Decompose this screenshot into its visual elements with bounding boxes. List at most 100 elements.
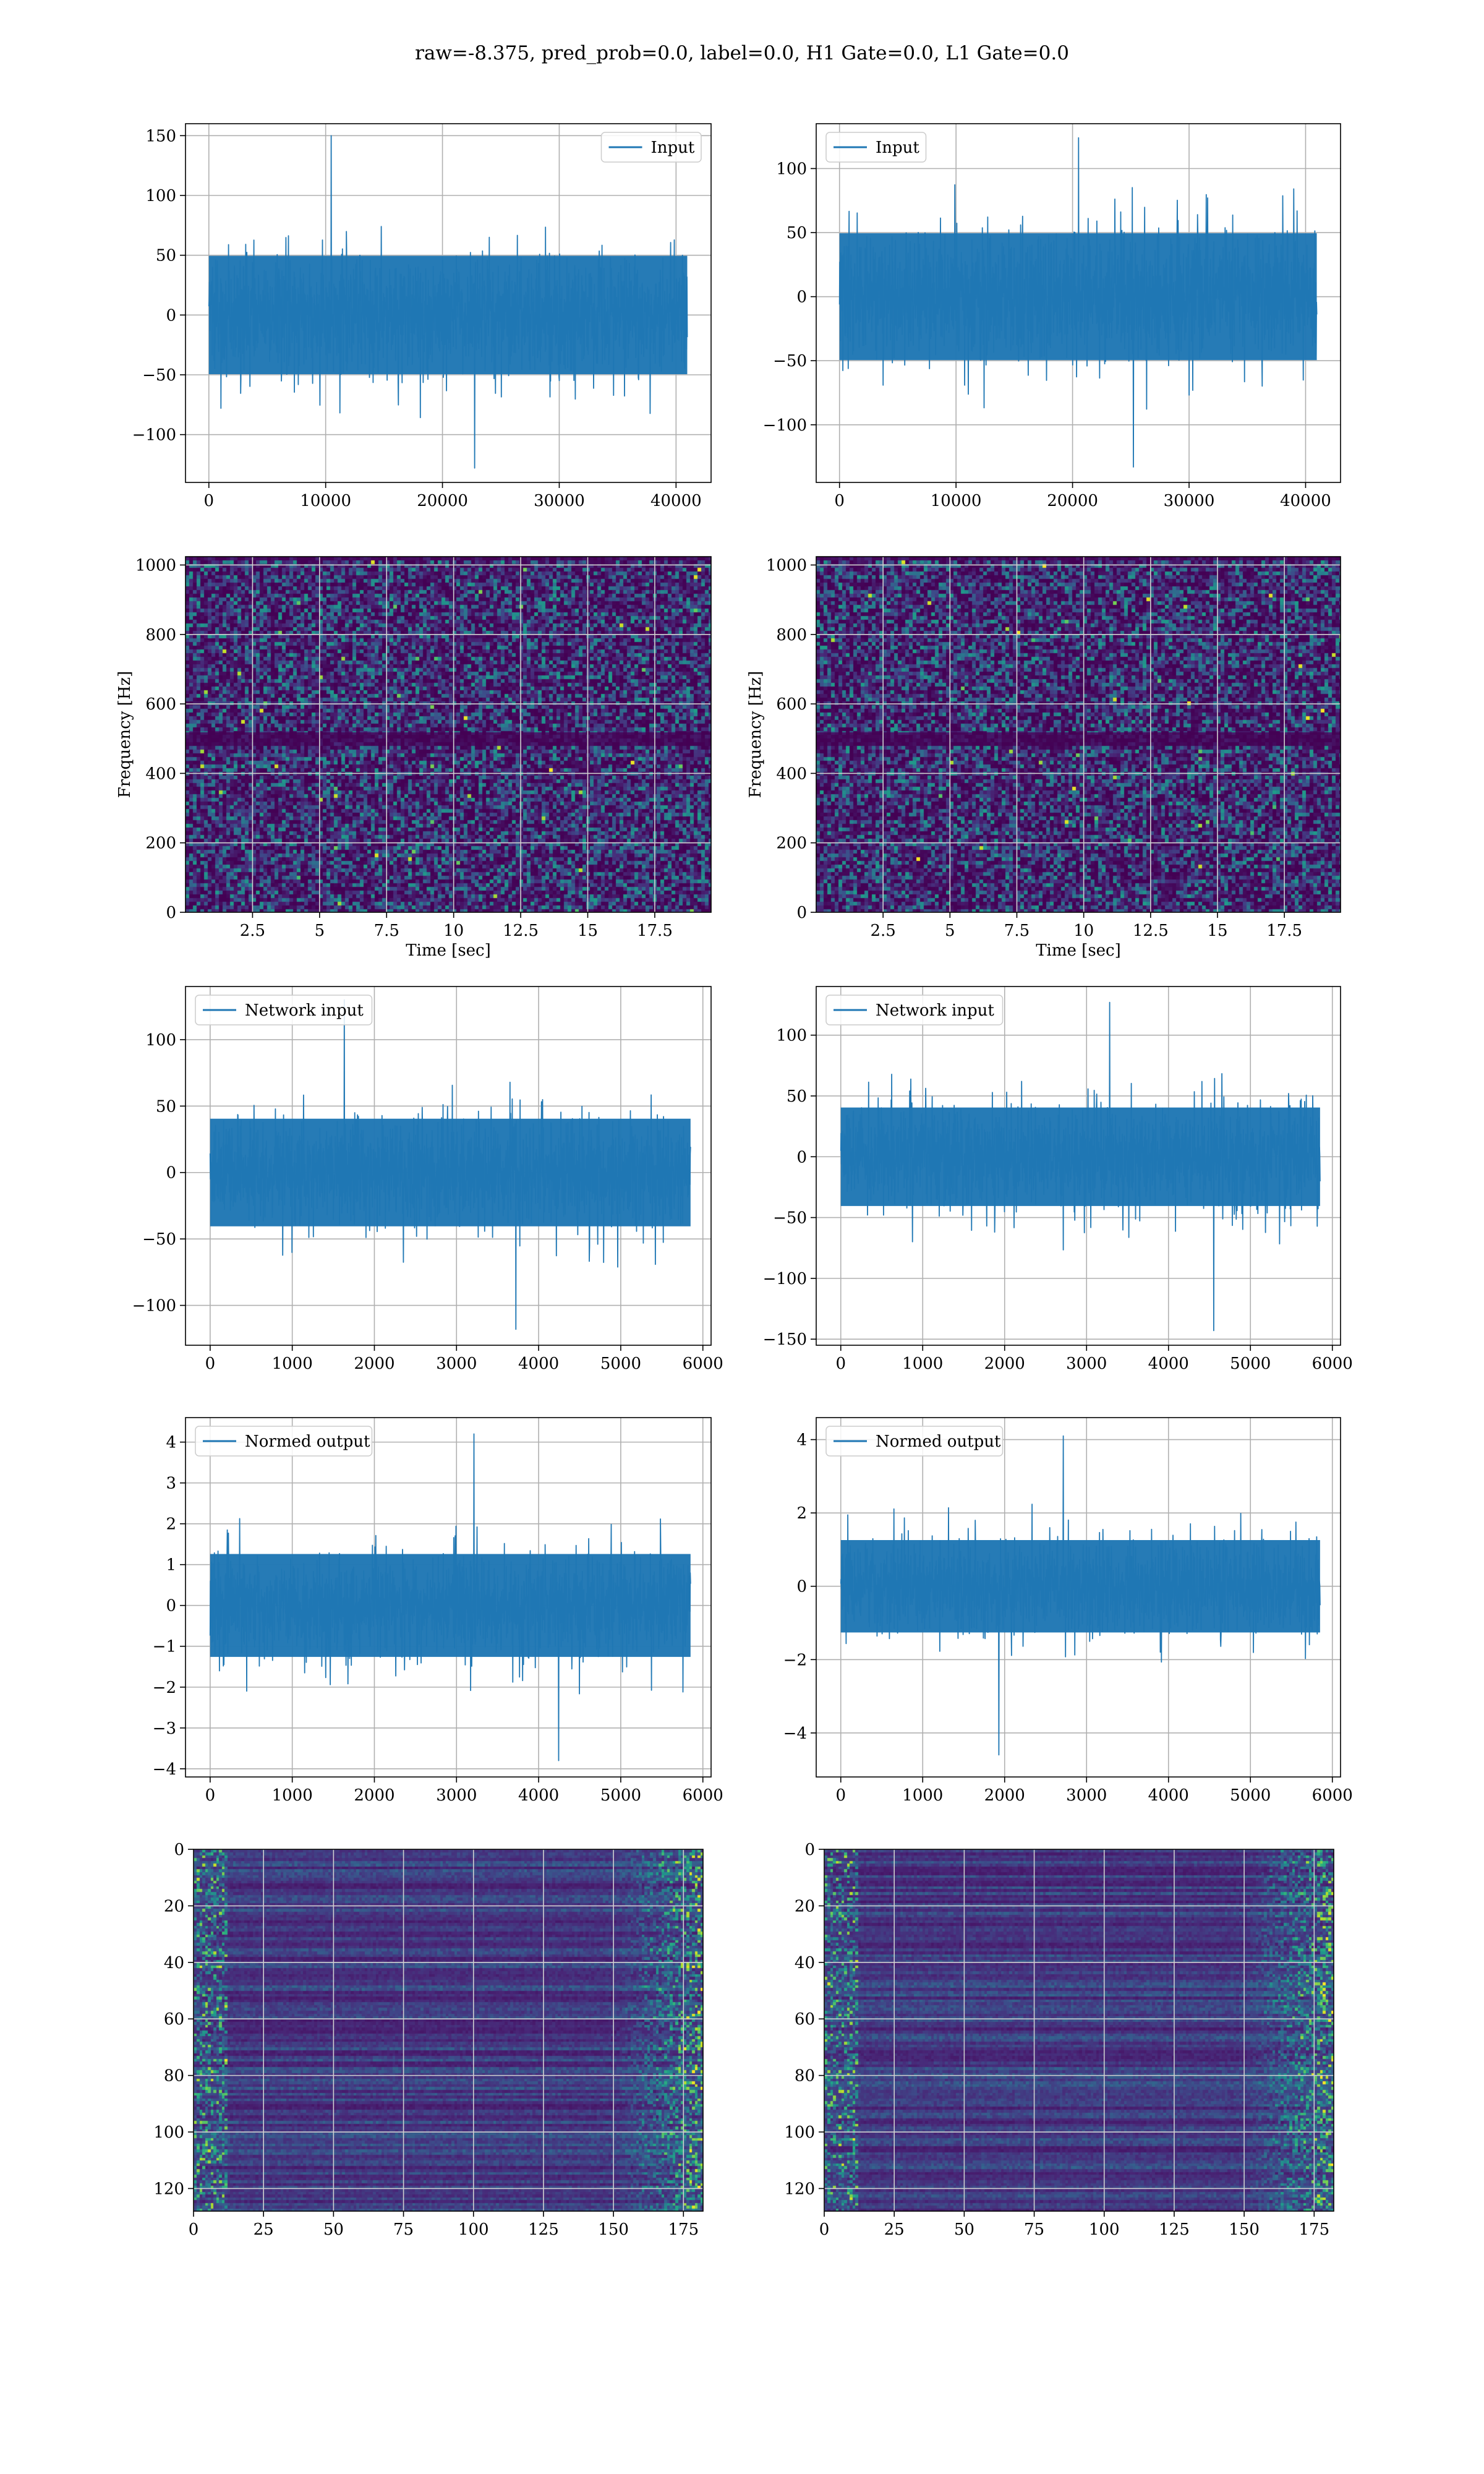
x-tick-label: 50 [954,2220,974,2239]
x-tick-label: 30000 [534,492,585,510]
x-tick-label: 12.5 [503,922,539,940]
legend-label: Input [876,139,919,157]
legend-label: Normed output [245,1432,370,1451]
legend-box [195,995,373,1025]
series-dense-band [210,1118,691,1226]
x-tick-label: 5000 [1230,1355,1271,1373]
y-tick-label: 40 [164,1954,184,1972]
legend-box [825,132,927,163]
y-tick-label: 600 [776,695,807,714]
x-tick-label: 3000 [436,1786,477,1805]
x-tick-label: 1000 [272,1355,313,1373]
x-tick-label: 0 [205,1786,216,1805]
x-tick-label: 125 [1159,2220,1190,2239]
x-tick-label: 17.5 [1266,922,1302,940]
y-tick-label: 4 [796,1431,807,1450]
x-tick-label: 10 [1073,922,1094,940]
legend: Network input [195,995,373,1025]
y-tick-label: −100 [132,426,176,445]
legend: Normed output [195,1426,373,1457]
axes-frame [185,556,712,913]
x-tick-label: 175 [1298,2220,1329,2239]
y-tick-label: 0 [166,1597,176,1616]
x-tick-label: 7.5 [1004,922,1030,940]
axes-frame [816,986,1341,1346]
heatmap-image [186,557,711,912]
legend-box [825,1426,1004,1457]
y-tick-label: 120 [784,2180,815,2198]
x-tick-label: 40000 [650,492,702,510]
legend-label: Network input [245,1001,364,1020]
y-tick-label: 800 [145,626,176,644]
x-tick-label: 1000 [272,1786,313,1805]
y-tick-label: 2 [166,1515,176,1534]
y-tick-label: −100 [763,416,807,435]
legend-label: Network input [876,1001,994,1020]
legend: Network input [825,995,1004,1025]
series-dense-band [208,255,688,375]
x-tick-label: 5000 [1230,1786,1271,1805]
y-tick-label: 100 [776,1027,807,1045]
y-tick-label: −4 [153,1760,176,1779]
y-tick-label: 100 [145,1031,176,1050]
x-tick-label: 6000 [1312,1786,1353,1805]
y-tick-label: 100 [153,2123,184,2142]
axes-frame [193,1849,704,2212]
y-axis-label: Frequency [Hz] [746,671,765,798]
legend-box [195,1426,373,1457]
x-tick-label: 2000 [984,1355,1025,1373]
x-tick-label: 20000 [417,492,468,510]
legend-box [825,995,1004,1025]
axes-row1-right: 0 10000 20000 30000 40000 −100 −50 0 50 100 Input [763,123,1341,510]
x-tick-label: 125 [528,2220,559,2239]
x-tick-label: 75 [1024,2220,1044,2239]
x-tick-label: 0 [835,1355,846,1373]
y-tick-label: −50 [142,1230,176,1249]
x-tick-label: 4000 [518,1355,559,1373]
y-tick-label: −3 [153,1719,176,1738]
y-tick-label: 1000 [766,556,807,575]
axes-frame [185,1417,712,1778]
y-tick-label: 400 [145,764,176,783]
heatmap-image [194,1849,703,2211]
x-tick-label: 6000 [683,1786,723,1805]
y-tick-label: 50 [156,247,176,265]
x-tick-label: 15 [1207,922,1227,940]
y-tick-label: 0 [804,1841,815,1859]
y-tick-label: 50 [787,1087,807,1106]
y-tick-label: −100 [132,1297,176,1316]
x-tick-label: 75 [393,2220,414,2239]
x-tick-label: 2000 [354,1355,394,1373]
y-tick-label: 120 [153,2180,184,2198]
y-tick-label: 0 [174,1841,184,1859]
y-tick-label: 20 [164,1897,184,1915]
y-tick-label: −1 [153,1638,176,1656]
y-tick-label: 100 [776,160,807,179]
x-tick-label: 20000 [1047,492,1098,510]
y-tick-label: 0 [166,904,176,922]
legend-label: Normed output [876,1432,1001,1451]
axes-row5-right: 0 25 50 75 100 125 150 175 0 20 40 60 80 100 120 [784,1841,1334,2239]
y-axis-label: Frequency [Hz] [116,671,134,798]
x-tick-label: 3000 [436,1355,477,1373]
x-tick-label: 4000 [1148,1355,1189,1373]
legend: Input [600,132,702,163]
y-tick-label: 50 [787,224,807,242]
x-tick-label: 5 [945,922,955,940]
x-tick-label: 15 [578,922,598,940]
axes-row3-right: 0 1000 2000 3000 4000 5000 6000 −150 −100 −50 0 50 1… [763,986,1353,1373]
y-tick-label: 200 [776,834,807,853]
axes-frame [824,1849,1334,2212]
y-tick-label: −4 [783,1724,807,1743]
axes-frame [816,123,1341,483]
x-tick-label: 0 [204,492,215,510]
y-tick-label: 1000 [135,556,176,575]
y-tick-label: 60 [164,2010,184,2029]
legend-label: Input [651,139,695,157]
axes-row3-left: 0 1000 2000 3000 4000 5000 6000 −100 −50 0 50 100 Ne… [132,986,723,1373]
y-tick-label: −50 [142,366,176,385]
y-tick-label: 0 [796,288,807,307]
x-tick-label: 7.5 [374,922,399,940]
x-tick-label: 0 [835,1786,846,1805]
